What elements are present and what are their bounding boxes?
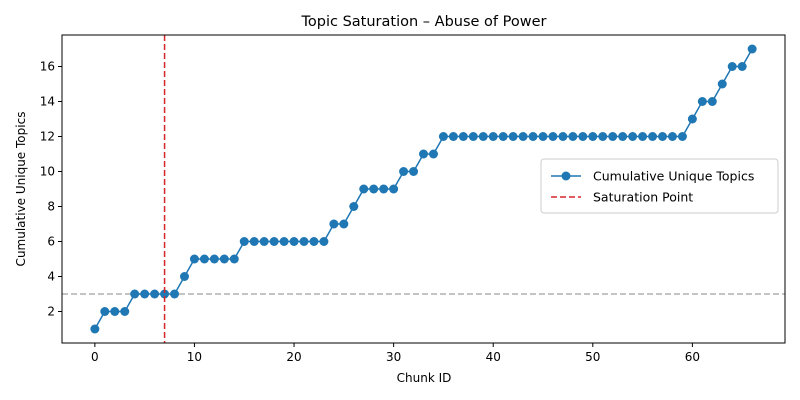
data-point — [409, 167, 419, 176]
data-point — [508, 132, 518, 141]
x-tick-label: 30 — [386, 350, 401, 364]
y-tick-label: 16 — [40, 60, 55, 74]
data-point — [548, 132, 558, 141]
data-point — [687, 114, 697, 124]
legend-label-saturation: Saturation Point — [593, 190, 693, 205]
data-point — [379, 184, 389, 194]
data-point — [598, 132, 608, 141]
data-point — [179, 272, 189, 281]
data-point — [110, 307, 120, 316]
chart-title: Topic Saturation – Abuse of Power — [301, 14, 547, 30]
data-point — [160, 289, 170, 299]
data-point — [319, 237, 329, 246]
data-point — [239, 237, 249, 246]
legend-box — [540, 158, 779, 214]
x-tick-label: 20 — [286, 350, 301, 364]
data-point — [130, 289, 140, 299]
data-point — [658, 132, 668, 141]
data-point — [737, 62, 747, 71]
data-point — [259, 237, 269, 246]
data-point — [428, 149, 438, 159]
data-point — [618, 132, 628, 141]
data-point — [170, 289, 180, 299]
data-point — [209, 254, 219, 264]
data-point — [419, 149, 428, 159]
data-point — [478, 132, 488, 141]
data-point — [628, 132, 638, 141]
data-point — [498, 132, 508, 141]
data-point — [299, 237, 309, 246]
data-point — [667, 132, 677, 141]
data-point — [468, 132, 478, 141]
data-point — [677, 132, 687, 141]
data-point — [448, 132, 458, 141]
data-point — [100, 307, 110, 316]
data-point — [309, 237, 319, 246]
x-tick-label: 0 — [91, 350, 99, 364]
y-tick-label: 12 — [40, 130, 55, 144]
y-axis-label: Cumulative Unique Topics — [14, 112, 28, 267]
data-point — [588, 132, 598, 141]
data-point — [189, 254, 199, 264]
y-tick-label: 10 — [40, 165, 55, 179]
x-tick-label: 50 — [585, 350, 600, 364]
legend-marker-topics — [561, 171, 571, 181]
data-point — [648, 132, 658, 141]
data-point — [727, 62, 737, 71]
data-point — [229, 254, 239, 264]
data-point — [389, 184, 399, 194]
data-point — [140, 289, 150, 299]
data-point — [349, 202, 359, 211]
data-point — [578, 132, 588, 141]
y-tick-label: 2 — [47, 305, 55, 319]
y-tick-label: 4 — [47, 270, 55, 284]
data-point — [747, 44, 757, 54]
data-point — [717, 79, 727, 89]
data-point — [150, 289, 160, 299]
data-point — [558, 132, 568, 141]
x-tick-label: 40 — [486, 350, 501, 364]
data-point — [329, 219, 339, 229]
data-point — [219, 254, 229, 264]
data-point — [120, 307, 130, 316]
x-tick-label: 60 — [685, 350, 700, 364]
data-point — [289, 237, 299, 246]
data-point — [438, 132, 448, 141]
plot-frame — [61, 34, 786, 344]
data-point — [90, 324, 100, 334]
data-point — [697, 97, 707, 106]
axes: 0 10 20 30 40 50 60 2 4 6 8 10 12 14 16 — [40, 34, 786, 364]
data-point — [568, 132, 578, 141]
data-point — [249, 237, 259, 246]
y-tick-label: 8 — [47, 200, 55, 214]
data-point — [638, 132, 648, 141]
data-point — [399, 167, 409, 176]
data-point — [369, 184, 379, 194]
data-point — [199, 254, 209, 264]
legend-label-topics: Cumulative Unique Topics — [593, 169, 754, 184]
y-tick-label: 14 — [40, 95, 55, 109]
data-point — [707, 97, 717, 106]
plot-area — [62, 35, 785, 343]
data-point — [339, 219, 349, 229]
data-point — [528, 132, 538, 141]
data-point — [458, 132, 468, 141]
x-axis-label: Chunk ID — [397, 371, 452, 385]
data-point — [608, 132, 618, 141]
x-tick-label: 10 — [187, 350, 202, 364]
data-point — [279, 237, 289, 246]
data-point — [359, 184, 369, 194]
data-point — [518, 132, 528, 141]
y-tick-label: 6 — [47, 235, 55, 249]
data-point — [538, 132, 548, 141]
legend: Cumulative Unique Topics Saturation Poin… — [540, 158, 779, 214]
data-point — [488, 132, 498, 141]
data-point — [269, 237, 279, 246]
